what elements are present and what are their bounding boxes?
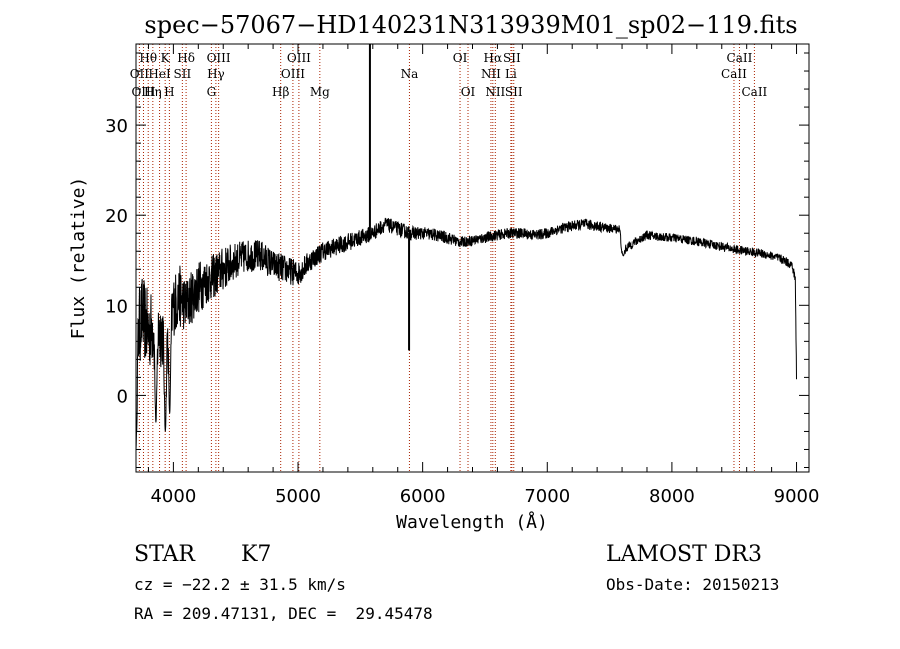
x-tick-label: 9000 [774,486,820,507]
line-marker-label: Hη [144,85,162,99]
x-tick-label: 4000 [150,486,196,507]
line-marker-label: CaII [741,85,767,99]
line-marker-label: Hθ [139,51,157,65]
line-marker-label: Hδ [177,51,195,65]
x-tick-labels: 4000 5000 6000 7000 8000 9000 [150,486,819,507]
line-marker-label: SII [174,67,192,81]
line-marker-label: OI [461,85,476,99]
line-marker-label: Li [505,67,517,81]
x-tick-label: 6000 [400,486,446,507]
line-marker-label: Hα [484,51,503,65]
line-marker-label: H [164,85,174,99]
line-marker-label: Na [401,67,419,81]
x-tick-label: 7000 [524,486,570,507]
y-tick-label: 0 [117,386,128,407]
line-marker-label: Hβ [272,85,289,99]
line-marker-label: OIII [207,51,231,65]
line-marker-label: CaII [721,67,747,81]
x-tick-label: 8000 [649,486,695,507]
y-tick-label: 30 [105,116,128,137]
line-marker-label: Mg [310,85,330,99]
x-axis-label: Wavelength (Å) [396,511,548,533]
line-marker-label: NII [481,67,501,81]
sky-coordinates: RA = 209.47131, DEC = 29.45478 [134,604,433,623]
survey-name: LAMOST DR3 [606,542,762,567]
object-subclass: K7 [241,542,271,567]
line-marker-label: OIII [281,67,305,81]
line-marker-label: NII [485,85,505,99]
line-marker-label: OIII [131,85,155,99]
line-marker-label: OIII [287,51,311,65]
line-marker-label: OI [453,51,468,65]
line-marker-label: CaII [727,51,753,65]
redshift-velocity: cz = −22.2 ± 31.5 km/s [134,575,346,594]
line-marker-label: SII [505,85,523,99]
axis-ticks [136,44,809,472]
line-marker-label: HeI [148,67,171,81]
chart-title: spec−57067−HD140231N313939M01_sp02−119.f… [144,11,797,39]
line-marker-label: OII [130,67,150,81]
y-tick-label: 20 [105,206,128,227]
line-marker-lines [138,44,755,472]
y-axis-label: Flux (relative) [68,177,89,340]
x-tick-label: 5000 [275,486,321,507]
spectrum-spikes [368,44,411,351]
y-tick-label: 10 [105,296,128,317]
line-marker-label: G [207,85,217,99]
observation-date: Obs-Date: 20150213 [606,575,779,594]
line-marker-label: SII [503,51,521,65]
line-marker-label: Hγ [207,67,225,81]
spectrum-series-line [135,217,797,450]
y-tick-labels: 0 10 20 30 [105,116,128,407]
object-type: STAR [134,542,196,567]
line-marker-label: K [161,51,171,65]
